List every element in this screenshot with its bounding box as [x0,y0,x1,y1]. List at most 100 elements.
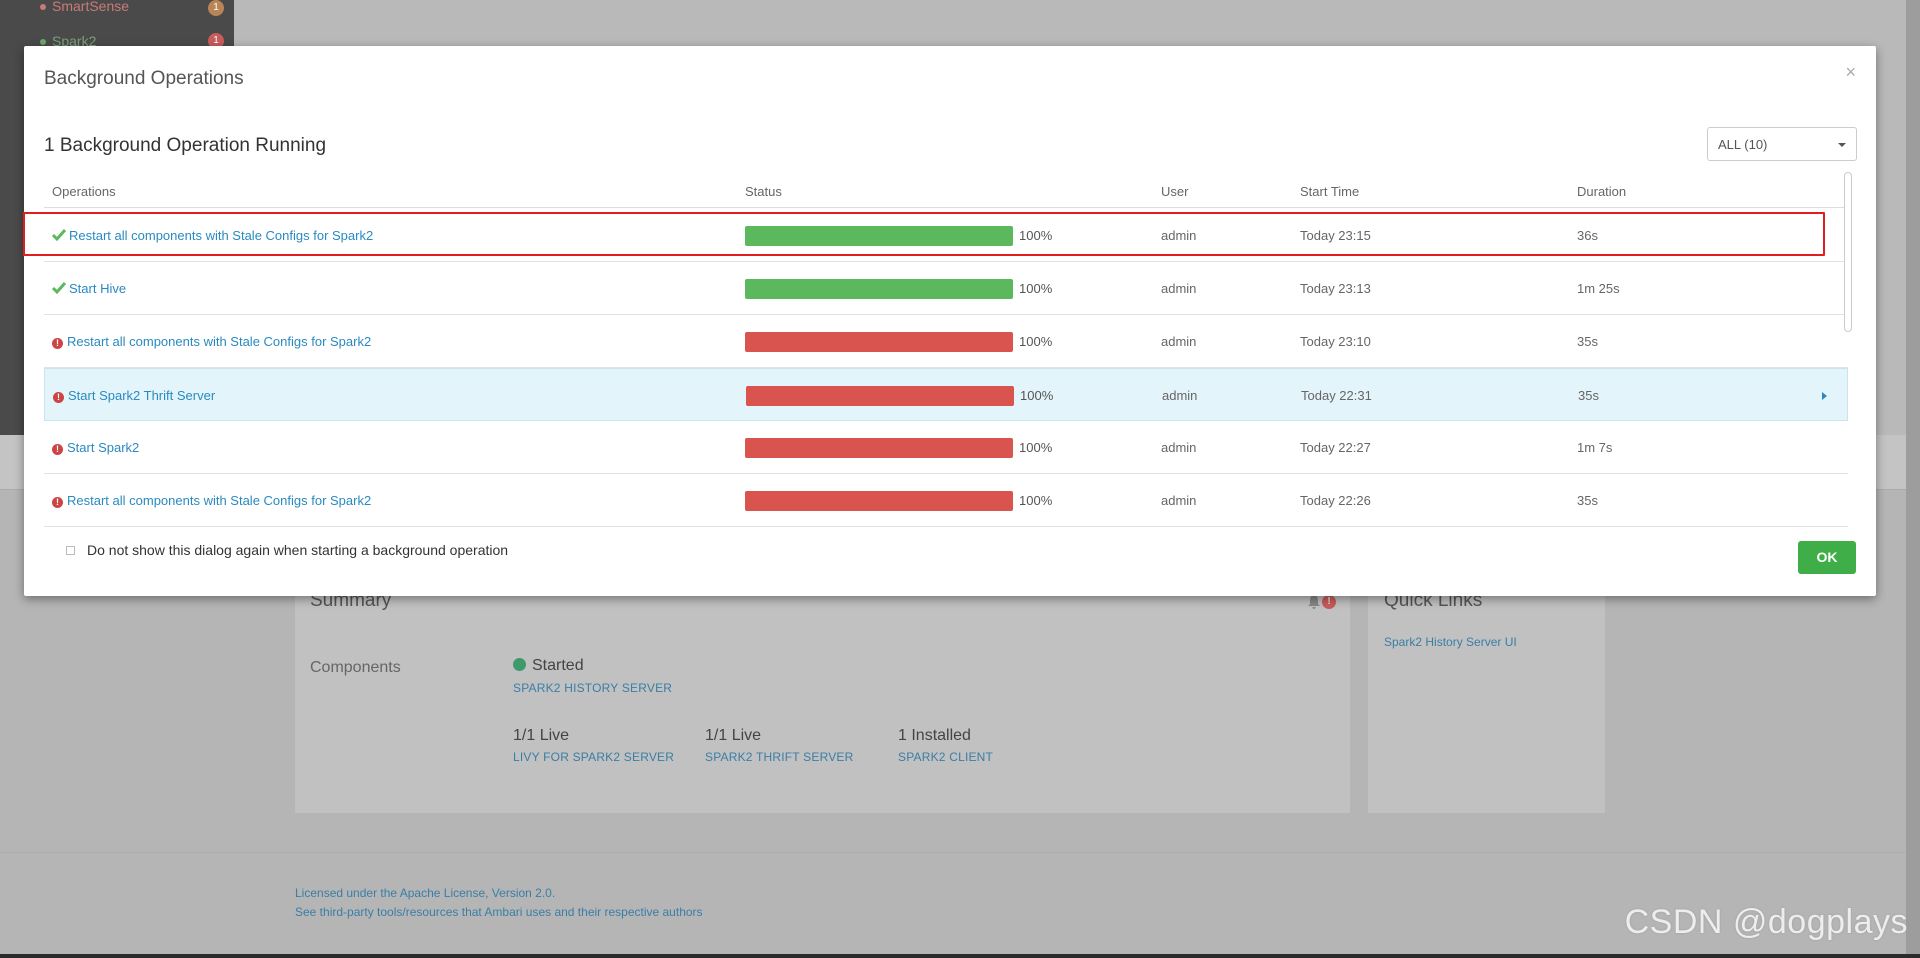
started-status: Started [513,657,584,675]
status-dot-icon [40,39,46,46]
user-cell: admin [1162,388,1198,403]
operation-cell: Start Hive [52,262,126,315]
duration-cell: 1m 25s [1577,281,1620,296]
summary-panel: Summary ! Components Started SPARK2 HIST… [295,575,1350,813]
filter-dropdown[interactable]: ALL (10) [1707,127,1857,161]
table-row[interactable]: ! Restart all components with Stale Confi… [44,315,1848,368]
dont-show-option[interactable]: Do not show this dialog again when start… [66,542,508,558]
spark2-history-ui-link[interactable]: Spark2 History Server UI [1384,635,1517,649]
column-header-start-time[interactable]: Start Time [1300,184,1360,199]
history-server-link[interactable]: SPARK2 HISTORY SERVER [513,681,673,695]
user-cell: admin [1161,440,1197,455]
progress-fill [745,491,1013,511]
sidebar-item-smartsense[interactable]: SmartSense [40,0,129,16]
duration-cell: 35s [1578,388,1599,403]
progress-percent: 100% [1019,440,1053,455]
status-cell: 100% [745,209,1075,262]
ok-button[interactable]: OK [1798,541,1856,574]
progress-fill [745,332,1013,352]
progress-bar [745,491,1013,511]
components-label: Components [310,659,401,676]
alert-count-badge[interactable]: ! [1322,595,1336,609]
operation-link[interactable]: Restart all components with Stale Config… [69,228,374,243]
status-cell: 100% [745,315,1075,368]
column-header-operations[interactable]: Operations [52,184,116,199]
progress-bar [745,438,1013,458]
progress-fill [745,438,1013,458]
caret-right-icon[interactable] [1822,392,1827,400]
window-border [0,954,1920,958]
table-row[interactable]: Start Hive 100% admin Today 23:13 1m 25s [44,262,1848,315]
table-row[interactable]: ! Restart all components with Stale Confi… [44,474,1848,527]
close-icon[interactable]: × [1845,62,1856,82]
operation-cell: ! Restart all components with Stale Confi… [52,474,371,527]
user-cell: admin [1161,493,1197,508]
watermark: CSDN @dogplays [1624,903,1908,941]
user-cell: admin [1161,334,1197,349]
background-operations-dialog: Background Operations × 1 Background Ope… [24,46,1876,596]
progress-bar [745,226,1013,246]
duration-cell: 1m 7s [1577,440,1613,455]
caret-down-icon [1838,143,1846,147]
error-icon: ! [52,497,63,508]
start-time-cell: Today 23:13 [1300,281,1371,296]
progress-bar [745,279,1013,299]
started-text: Started [532,657,584,674]
sidebar-item-label: Spark2 [52,33,97,49]
client-link[interactable]: SPARK2 CLIENT [898,750,994,764]
operation-cell: ! Restart all components with Stale Confi… [52,315,371,368]
page-scrollbar[interactable] [1906,0,1920,958]
progress-fill [746,386,1014,406]
progress-percent: 100% [1019,281,1053,296]
status-cell: 100% [746,369,1076,422]
alert-badge: 1 [208,33,224,49]
quick-links-panel: Quick Links Spark2 History Server UI [1368,575,1605,813]
thrift-server-link[interactable]: SPARK2 THRIFT SERVER [705,750,854,764]
progress-percent: 100% [1019,228,1053,243]
status-cell: 100% [745,421,1075,474]
error-icon: ! [53,392,64,403]
progress-percent: 100% [1019,493,1053,508]
progress-percent: 100% [1020,388,1054,403]
status-dot-icon [40,4,46,11]
status-cell: 100% [745,474,1075,527]
operations-table: Operations Status User Start Time Durati… [44,172,1870,547]
table-row[interactable]: ! Start Spark2 100% admin Today 22:27 1m 7s [44,421,1848,474]
livy-server-link[interactable]: LIVY FOR SPARK2 SERVER [513,750,675,764]
dont-show-checkbox[interactable] [66,546,75,555]
operation-link[interactable]: Start Hive [69,281,127,296]
thrift-stat: 1/1 Live [705,727,762,744]
third-party-link[interactable]: See third-party tools/resources that Amb… [295,905,703,919]
user-cell: admin [1161,281,1197,296]
column-header-duration[interactable]: Duration [1577,184,1627,199]
table-row[interactable]: ! Start Spark2 Thrift Server 100% admin Toda… [44,368,1848,421]
operation-link[interactable]: Restart all components with Stale Config… [67,493,372,508]
operation-cell: Restart all components with Stale Config… [52,209,373,262]
sidebar-item-label: SmartSense [52,0,130,14]
table-scrollbar[interactable] [1844,172,1852,332]
client-stat: 1 Installed [898,727,971,744]
table-header: Operations Status User Start Time Durati… [44,172,1848,208]
progress-fill [745,279,1013,299]
operation-link[interactable]: Restart all components with Stale Config… [67,334,372,349]
operation-cell: ! Start Spark2 Thrift Server [53,369,215,422]
progress-bar [745,332,1013,352]
error-icon: ! [52,338,63,349]
progress-fill [745,226,1013,246]
status-cell: 100% [745,262,1075,315]
dialog-title: Background Operations [44,68,244,89]
license-link[interactable]: Licensed under the Apache License, Versi… [295,886,556,900]
operation-link[interactable]: Start Spark2 [67,440,140,455]
filter-selected-value: ALL (10) [1718,137,1768,152]
alert-badge: 1 [208,0,224,16]
error-icon: ! [52,444,63,455]
check-circle-icon [513,658,526,671]
table-row[interactable]: Restart all components with Stale Config… [44,209,1848,262]
column-header-user[interactable]: User [1161,184,1189,199]
bell-icon[interactable] [1308,595,1320,609]
operation-link[interactable]: Start Spark2 Thrift Server [68,388,216,403]
column-header-status[interactable]: Status [745,184,782,199]
start-time-cell: Today 23:10 [1300,334,1371,349]
sidebar-item-spark2[interactable]: Spark2 [40,31,96,51]
start-time-cell: Today 22:26 [1300,493,1371,508]
